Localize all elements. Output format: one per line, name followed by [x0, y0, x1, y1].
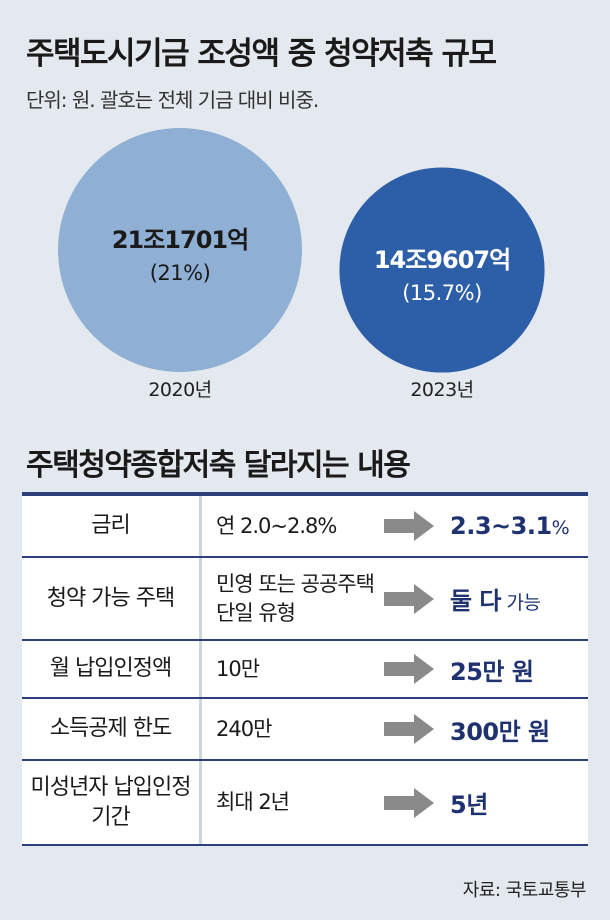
arrow-right-icon	[384, 511, 434, 541]
chart-subtitle: 단위: 원. 괄호는 전체 기금 대비 비중.	[26, 88, 319, 112]
row-label: 청약 가능 주택	[22, 558, 202, 639]
row-label: 월 납입인정액	[22, 641, 202, 697]
after-value: 둘 다 가능	[450, 587, 541, 615]
arrow-right-icon	[384, 787, 434, 818]
after-value: 300만 원	[450, 717, 550, 746]
bubble-share-label: (21%)	[150, 261, 211, 285]
year-label: 2023년	[410, 379, 473, 401]
bubble-chart: 21조1701억 (21%) 2020년 14조9607억 (15.7%) 2023년	[58, 128, 545, 401]
table-row: 청약 가능 주택 민영 또는 공공주택 단일 유형 둘 다 가능	[22, 558, 588, 641]
year-label: 2020년	[148, 379, 211, 401]
table-row: 월 납입인정액 10만 25만 원	[22, 641, 588, 699]
row-label: 금리	[22, 496, 202, 556]
after-value: 5년	[450, 791, 488, 819]
bubble-amount-label: 21조1701억	[112, 226, 248, 254]
bubble-share-label: (15.7%)	[402, 281, 482, 305]
before-value: 민영 또는 공공주택 단일 유형	[216, 572, 375, 625]
section-title: 주택청약종합저축 달라지는 내용	[26, 448, 411, 483]
source-note: 자료: 국토교통부	[462, 880, 587, 901]
after-value: 25만 원	[450, 657, 534, 686]
before-value: 연 2.0~2.8%	[216, 513, 337, 538]
chart-title: 주택도시기금 조성액 중 청약저축 규모	[26, 36, 497, 72]
table-row: 금리 연 2.0~2.8% 2.3~3.1%	[22, 496, 588, 558]
before-value: 240만	[216, 716, 272, 741]
bubble-amount-label: 14조9607억	[374, 246, 510, 274]
after-value: 2.3~3.1%	[450, 512, 570, 540]
arrow-right-icon	[384, 654, 434, 684]
arrow-right-icon	[384, 714, 434, 744]
table-row: 미성년자 납입인정기간 최대 2년 5년	[22, 761, 588, 846]
row-label: 미성년자 납입인정기간	[22, 761, 202, 844]
arrow-right-icon	[384, 583, 434, 614]
changes-table: 금리 연 2.0~2.8% 2.3~3.1% 청약 가능 주택 민영 또는 공공…	[22, 492, 588, 846]
bubble-2023년	[339, 167, 545, 373]
before-value: 최대 2년	[216, 790, 290, 815]
table-row: 소득공제 한도 240만 300만 원	[22, 699, 588, 761]
before-value: 10만	[216, 656, 260, 681]
bubble-2020년	[58, 128, 302, 372]
row-label: 소득공제 한도	[22, 699, 202, 759]
